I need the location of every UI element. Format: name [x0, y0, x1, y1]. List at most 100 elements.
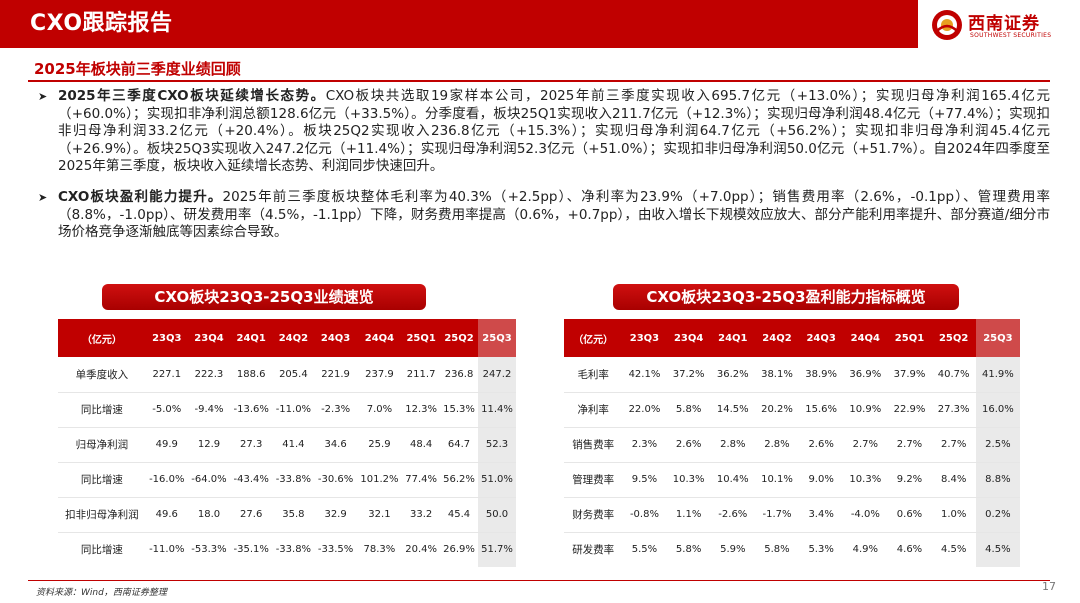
table-row: 同比增速 -5.0% -9.4% -13.6% -11.0% -2.3% 7.0% 12.3%…: [58, 392, 516, 428]
section-divider: [28, 80, 1050, 82]
value-cell: 222.3: [187, 357, 231, 393]
value-cell: -2.6%: [710, 497, 755, 533]
logo: 西南证券 SOUTHWEST SECURITIES: [930, 6, 1070, 46]
value-cell: 12.9: [187, 427, 231, 463]
row-label-cell: 扣非归母净利润: [58, 497, 146, 533]
value-cell: 27.3%: [931, 392, 976, 428]
value-cell: 237.9: [356, 357, 403, 393]
bullet-revenue: ➤ 2025年三季度CXO板块延续增长态势。CXO板块共选取19家样本公司，20…: [38, 88, 1050, 176]
table-row: 销售费率 2.3% 2.6% 2.8% 2.8% 2.6% 2.7% 2.7% 2.7% 2.5%: [564, 427, 1020, 463]
value-cell: -2.3%: [314, 392, 357, 428]
value-cell: 4.5%: [975, 532, 1020, 567]
value-cell: 2.8%: [754, 427, 800, 463]
arrow-bullet-icon: ➤: [38, 191, 48, 204]
value-cell: 15.6%: [799, 392, 844, 428]
value-cell: 35.8: [272, 497, 315, 533]
value-cell: 48.4: [402, 427, 441, 463]
page-title: CXO跟踪报告: [30, 11, 173, 36]
value-cell: -0.8%: [622, 497, 667, 533]
value-cell: 38.1%: [754, 357, 800, 393]
value-cell: 27.3: [230, 427, 273, 463]
value-cell: 221.9: [314, 357, 357, 393]
value-cell: -1.7%: [754, 497, 800, 533]
header-cell: 24Q3: [799, 319, 844, 357]
value-cell: 5.8%: [764, 544, 790, 556]
value-cell: 16.0%: [975, 392, 1020, 428]
row-label-cell: 同比增速: [58, 392, 146, 428]
row-label-cell: 管理费率: [564, 462, 623, 498]
value-cell: 36.2%: [710, 357, 755, 393]
table-row: 扣非归母净利润 49.6 18.0 27.6 35.8 32.9 32.1 33.2 45.4 5…: [58, 497, 516, 533]
value-cell: 9.5%: [622, 462, 667, 498]
bullet-lead: 2025年三季度CXO板块延续增长态势。: [58, 88, 326, 104]
value-cell: 5.8%: [666, 392, 711, 428]
header-cell: 24Q4: [356, 319, 403, 357]
header-cell: 25Q2: [440, 319, 478, 357]
value-cell: 4.6%: [896, 544, 923, 556]
value-cell: -30.6%: [314, 462, 357, 498]
logo-name: 西南证券: [968, 14, 1040, 34]
value-cell: 10.9%: [843, 392, 888, 428]
value-cell: 5.9%: [720, 544, 746, 556]
table-row: 财务费率 -0.8% 1.1% -2.6% -1.7% 3.4% -4.0% 0.6% 1.0%…: [564, 497, 1020, 533]
value-cell: 8.8%: [975, 462, 1020, 498]
value-cell: -33.8%: [272, 462, 315, 498]
value-cell: 247.2: [477, 357, 516, 393]
value-cell: 1.1%: [666, 497, 711, 533]
row-label-cell: 单季度收入: [58, 357, 146, 393]
value-cell: -16.0%: [145, 462, 188, 498]
value-cell: 8.4%: [931, 462, 976, 498]
logo-name-en: SOUTHWEST SECURITIES: [970, 32, 1052, 39]
value-cell: 236.8: [440, 357, 478, 393]
bullet-text: 2025年三季度CXO板块延续增长态势。CXO板块共选取19家样本公司，2025…: [58, 88, 1050, 176]
value-cell: 37.9%: [887, 357, 932, 393]
value-cell: -43.4%: [230, 462, 273, 498]
value-cell: 2.7%: [887, 427, 932, 463]
value-cell: 45.4: [440, 497, 478, 533]
value-cell: 2.7%: [843, 427, 888, 463]
header-cell: 24Q3: [314, 319, 357, 357]
value-cell: 2.7%: [931, 427, 976, 463]
value-cell: 77.4%: [402, 462, 441, 498]
value-cell: 10.1%: [754, 462, 800, 498]
header-cell: 24Q2: [272, 319, 315, 357]
table-row: 净利率 22.0% 5.8% 14.5% 20.2% 15.6% 10.9% 22.9% 27.…: [564, 392, 1020, 428]
row-label-cell: 财务费率: [564, 497, 623, 533]
value-cell: 0.6%: [887, 497, 932, 533]
value-cell: 1.0%: [931, 497, 976, 533]
value-cell: 5.5%: [631, 544, 658, 556]
table-row: 同比增速 -11.0% -53.3% -35.1% -33.8% -33.5% 78.3% 2…: [58, 532, 516, 567]
value-cell: 25.9: [356, 427, 403, 463]
value-cell: 41.9%: [975, 357, 1020, 393]
row-label-cell: 净利率: [564, 392, 623, 428]
value-cell: 2.6%: [666, 427, 711, 463]
value-cell: 12.3%: [402, 392, 441, 428]
value-cell: 2.5%: [975, 427, 1020, 463]
value-cell: 36.9%: [843, 357, 888, 393]
table-header-row: （亿元） 23Q3 23Q4 24Q1 24Q2 24Q3 24Q4 25Q1 …: [564, 319, 1020, 357]
header-cell: 23Q4: [187, 319, 231, 357]
value-cell: -33.8%: [275, 544, 312, 556]
value-cell: 4.5%: [940, 544, 967, 556]
arrow-bullet-icon: ➤: [38, 90, 48, 103]
bullet-lead: CXO板块盈利能力提升。: [58, 189, 223, 205]
header-cell: 25Q2: [931, 319, 976, 357]
header-cell: 25Q3: [975, 319, 1020, 357]
value-cell: 22.0%: [622, 392, 667, 428]
value-cell: 52.3: [477, 427, 516, 463]
header-cell: 25Q3: [477, 319, 516, 357]
table-row: 归母净利润 49.9 12.9 27.3 41.4 34.6 25.9 48.4 64.7 52.…: [58, 427, 516, 463]
bullet-profitability: ➤ CXO板块盈利能力提升。2025年前三季度板块整体毛利率为40.3%（+2.…: [38, 189, 1050, 242]
row-label-cell: 研发费率: [572, 544, 615, 557]
value-cell: 51.0%: [477, 462, 516, 498]
value-cell: 42.1%: [622, 357, 667, 393]
value-cell: 2.6%: [799, 427, 844, 463]
value-cell: 49.6: [145, 497, 188, 533]
value-cell: 227.1: [145, 357, 188, 393]
bullet-body: CXO板块共选取19家样本公司，2025年前三季度实现收入695.7亿元（+13…: [58, 88, 1050, 174]
value-cell: 205.4: [272, 357, 315, 393]
value-cell: -64.0%: [187, 462, 231, 498]
row-label-cell: 毛利率: [564, 357, 623, 393]
header-cell: （亿元）: [58, 319, 146, 357]
row-label-cell: 归母净利润: [58, 427, 146, 463]
